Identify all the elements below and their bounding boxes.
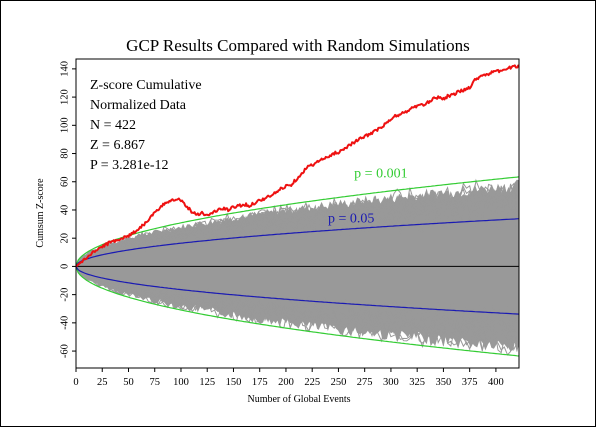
y-tick-label: 140 <box>59 61 70 77</box>
x-tick-label: 175 <box>252 377 268 388</box>
y-tick-label: 60 <box>59 177 70 188</box>
x-tick-label: 75 <box>149 377 160 388</box>
simulation-trace <box>75 266 518 342</box>
stat-line-2: Normalized Data <box>90 98 187 113</box>
x-axis-label: Number of Global Events <box>247 394 350 405</box>
stats-box: Z-score Cumulative Normalized Data N = 4… <box>90 78 202 173</box>
simulation-trace <box>75 195 518 267</box>
gcp-data-series <box>75 64 520 268</box>
simulation-trace <box>75 266 518 334</box>
stat-line-3: N = 422 <box>90 118 136 133</box>
x-tick-label: 375 <box>462 377 478 388</box>
y-tick-label: 20 <box>59 233 70 244</box>
x-axis-ticks: 0 25 50 75 100 125 150 175 200 225 250 275 300 325 350… <box>73 368 504 388</box>
y-tick-label: 80 <box>59 148 70 159</box>
significance-envelopes <box>75 176 520 357</box>
simulation-trace <box>75 183 518 267</box>
y-tick-label: -60 <box>59 344 70 358</box>
x-tick-label: 100 <box>173 377 189 388</box>
x-tick-label: 125 <box>199 377 215 388</box>
p001-lower-envelope <box>75 266 520 357</box>
x-tick-label: 225 <box>304 377 320 388</box>
simulation-trace <box>75 266 518 344</box>
x-tick-label: 250 <box>331 377 347 388</box>
gcp-data-line <box>75 64 520 268</box>
simulation-trace <box>75 266 517 336</box>
plot-area-border <box>75 58 520 369</box>
x-tick-label: 325 <box>409 377 425 388</box>
x-tick-label: 200 <box>278 377 294 388</box>
y-tick-label: 0 <box>59 264 70 269</box>
y-axis-ticks: -60 -40 -20 0 20 40 60 80 100 120 140 <box>59 61 76 358</box>
y-tick-label: 100 <box>59 117 70 133</box>
y-axis-label: Cumsum Z-score <box>35 178 46 248</box>
y-tick-label: -20 <box>59 288 70 302</box>
p05-upper-envelope <box>75 218 520 267</box>
p05-annotation: p = 0.05 <box>328 212 374 227</box>
p001-annotation: p = 0.001 <box>354 167 407 182</box>
p001-upper-envelope <box>75 176 520 267</box>
simulation-band <box>75 178 520 356</box>
y-tick-label: -40 <box>59 316 70 330</box>
x-tick-label: 150 <box>226 377 242 388</box>
x-tick-label: 350 <box>436 377 452 388</box>
x-tick-label: 300 <box>383 377 399 388</box>
simulation-trace <box>75 266 518 345</box>
x-tick-label: 400 <box>488 377 504 388</box>
chart-title: GCP Results Compared with Random Simulat… <box>126 36 470 55</box>
x-tick-label: 275 <box>357 377 373 388</box>
x-tick-label: 25 <box>97 377 108 388</box>
x-tick-label: 0 <box>73 377 78 388</box>
stat-line-1: Z-score Cumulative <box>90 78 202 93</box>
y-tick-label: 40 <box>59 205 70 216</box>
annotations: p = 0.001 p = 0.05 <box>328 167 408 227</box>
x-tick-label: 50 <box>123 377 134 388</box>
stat-line-4: Z = 6.867 <box>90 138 145 153</box>
stat-line-5: P = 3.281e-12 <box>90 158 169 173</box>
y-tick-label: 120 <box>59 89 70 105</box>
p05-lower-envelope <box>75 266 520 315</box>
